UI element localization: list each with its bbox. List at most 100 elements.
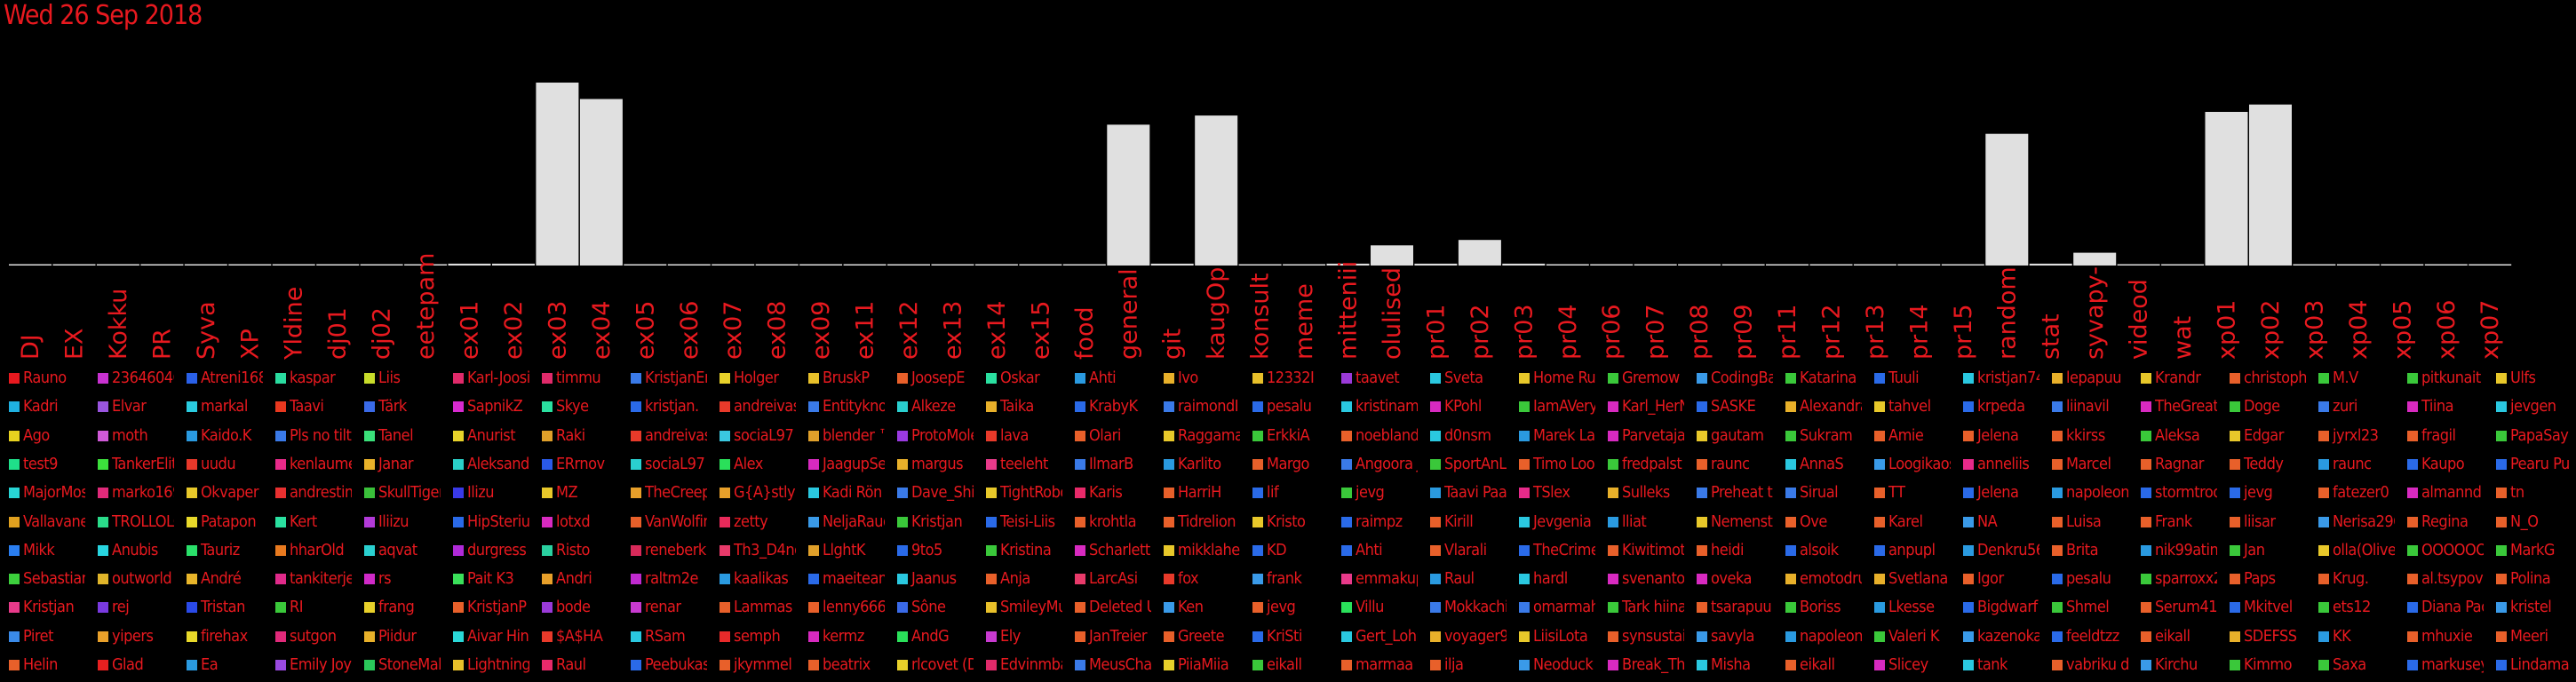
legend-label: sociaL97: [645, 455, 705, 473]
category-label: Kokku: [105, 289, 132, 360]
legend-label: semph: [734, 627, 781, 646]
legend-label: Risto: [556, 541, 590, 559]
legend-swatch: [9, 458, 20, 470]
legend-item: kazenokan: [1963, 628, 2039, 646]
legend-item: tankiterje: [275, 570, 352, 588]
legend-item: JanTreier: [1075, 628, 1151, 646]
legend-label: ErkkiA: [1267, 426, 1310, 445]
legend-label: Regina: [2421, 512, 2469, 531]
legend-swatch: [631, 458, 641, 470]
legend-label: Karlito: [1178, 455, 1221, 473]
legend-swatch: [2496, 660, 2507, 670]
legend-swatch: [453, 630, 464, 642]
legend-label: test9: [23, 455, 58, 473]
legend-item: Anja: [986, 570, 1062, 588]
legend-swatch: [897, 430, 908, 441]
legend-item: SDEFSS: [2230, 628, 2306, 646]
legend-label: JoosepE: [911, 369, 966, 387]
legend-swatch: [275, 660, 286, 670]
legend-label: Okvaper: [201, 484, 259, 503]
legend-label: Mkitvel: [2244, 599, 2293, 617]
legend-item: ilja: [1430, 656, 1507, 674]
legend-swatch: [808, 488, 819, 499]
legend-label: durgress: [467, 541, 527, 559]
legend-swatch: [1785, 430, 1796, 441]
legend-item: Ilizu: [453, 484, 529, 502]
legend-swatch: [1519, 602, 1530, 614]
legend-item: firehax: [187, 628, 263, 646]
legend-label: napoleon: [2066, 484, 2128, 503]
legend-label: Neoduck: [1533, 656, 1594, 674]
legend-swatch: [897, 630, 908, 642]
legend-item: Lammas: [720, 599, 796, 616]
legend-item: Lkesse: [1874, 599, 1951, 616]
legend-item: HipSterius: [453, 513, 529, 531]
legend-item: Kadi Rön: [808, 484, 885, 502]
legend-label: Piidur: [378, 627, 417, 646]
legend-swatch: [897, 458, 908, 470]
bar-xp07: [2469, 264, 2512, 266]
bar-pr01: [1414, 263, 1458, 266]
legend-label: Lindama: [2510, 656, 2570, 674]
legend-item: synsustain: [1608, 628, 1684, 646]
legend-item: svenanton: [1608, 570, 1684, 588]
legend-swatch: [631, 630, 641, 642]
bar-Yldine: [272, 264, 315, 266]
legend-label: Teddy: [2244, 455, 2284, 473]
category-label: Syva: [193, 301, 220, 360]
legend-item: jevgen: [2496, 398, 2572, 416]
legend-swatch: [542, 430, 553, 441]
legend-label: christophe: [2244, 369, 2306, 387]
legend-item: Alexandra: [1785, 398, 1862, 416]
legend-swatch: [187, 373, 197, 384]
bar-PR: [140, 264, 184, 266]
bar-pr07: [1634, 264, 1677, 266]
legend-swatch: [364, 574, 375, 585]
legend-swatch: [2318, 574, 2329, 585]
legend-swatch: [1963, 373, 1974, 384]
legend-item: Mikk: [9, 542, 85, 559]
bar-git: [1150, 263, 1194, 266]
legend-item: reneberkin: [631, 542, 707, 559]
legend-label: oveka: [1711, 570, 1752, 589]
category-label: Yldine: [281, 287, 308, 361]
legend-item: Igor: [1963, 570, 2039, 588]
legend-item: fredpalst: [1608, 456, 1684, 473]
legend-label: Tristan: [201, 599, 245, 617]
legend-swatch: [1697, 458, 1707, 470]
bar-ex11: [843, 264, 886, 266]
legend-label: beatrix: [823, 656, 871, 674]
legend-item: NeljaRaudi: [808, 513, 885, 531]
legend-swatch: [1341, 544, 1352, 556]
legend-item: Patapon: [187, 513, 263, 531]
legend-label: alsoik: [1800, 541, 1839, 559]
category-label: pr04: [1554, 304, 1582, 360]
legend-item: kristinamir: [1341, 398, 1418, 416]
legend-swatch: [542, 373, 553, 384]
legend-swatch: [98, 401, 108, 413]
legend-item: Alex: [720, 456, 796, 473]
legend-swatch: [2052, 401, 2063, 413]
legend-label: Loogikaos: [1888, 455, 1951, 473]
legend-item: lotxd: [542, 513, 618, 531]
legend-item: Okvaper: [187, 484, 263, 502]
legend-label: Kristjan: [23, 599, 75, 617]
legend-swatch: [542, 660, 553, 670]
legend-label: Jan: [2244, 541, 2265, 559]
legend-label: jkymmel: [734, 656, 792, 674]
legend-swatch: [1519, 660, 1530, 670]
legend-swatch: [1785, 458, 1796, 470]
bar-pr12: [1809, 264, 1853, 266]
category-label: ex01: [457, 301, 484, 360]
legend-label: kazenokan: [1977, 627, 2039, 646]
legend-swatch: [1519, 430, 1530, 441]
legend-label: kenlaumet: [290, 455, 352, 473]
bar-xp05: [2381, 264, 2424, 266]
category-label: ex14: [983, 301, 1011, 360]
legend-item: hharOld: [275, 542, 352, 559]
legend-swatch: [720, 544, 730, 556]
legend-label: markusey: [2421, 656, 2484, 674]
category-label: pr09: [1730, 304, 1758, 360]
legend-item: margus: [897, 456, 974, 473]
legend-item: Vlarali: [1430, 542, 1507, 559]
